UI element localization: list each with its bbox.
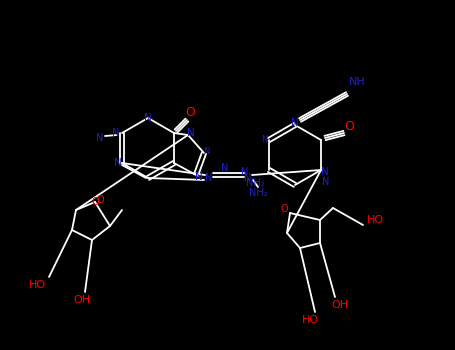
Text: NH: NH bbox=[349, 77, 365, 87]
Text: N: N bbox=[187, 128, 195, 138]
Text: NH₂: NH₂ bbox=[249, 188, 268, 198]
Text: O: O bbox=[96, 195, 104, 205]
Text: OH: OH bbox=[73, 295, 91, 305]
Text: N: N bbox=[144, 113, 152, 123]
Text: O: O bbox=[91, 197, 99, 207]
Text: N: N bbox=[221, 163, 229, 173]
Text: N: N bbox=[241, 167, 249, 177]
Text: NH₂: NH₂ bbox=[246, 178, 264, 188]
Text: HO: HO bbox=[28, 280, 46, 290]
Text: N: N bbox=[195, 172, 203, 182]
Text: HO: HO bbox=[301, 315, 318, 325]
Text: O: O bbox=[185, 105, 195, 119]
Text: N: N bbox=[321, 167, 329, 177]
Text: N: N bbox=[96, 133, 104, 143]
Text: N: N bbox=[203, 147, 209, 155]
Text: HO: HO bbox=[366, 215, 384, 225]
Text: N: N bbox=[322, 177, 330, 187]
Text: N: N bbox=[112, 128, 120, 138]
Text: N: N bbox=[291, 118, 299, 128]
Text: N: N bbox=[244, 173, 252, 183]
Text: N: N bbox=[205, 173, 212, 183]
Text: OH: OH bbox=[331, 300, 349, 310]
Text: O: O bbox=[344, 120, 354, 133]
Text: N: N bbox=[114, 158, 122, 168]
Text: N: N bbox=[261, 135, 267, 145]
Text: O: O bbox=[280, 204, 288, 214]
